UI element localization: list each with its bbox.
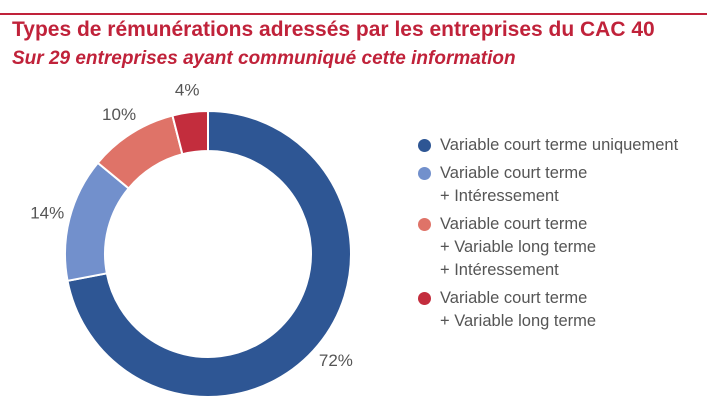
legend-label: Variable court terme [440, 164, 588, 182]
legend-label: Variable court terme uniquement [440, 136, 679, 154]
legend-label: + Intéressement [440, 261, 559, 279]
chart-title: Types de rémunérations adressés par les … [12, 18, 655, 41]
legend-swatch [418, 139, 431, 152]
legend-label: + Variable long terme [440, 238, 597, 256]
chart-subtitle: Sur 29 entreprises ayant communiqué cett… [12, 48, 516, 69]
legend-label: + Variable long terme [440, 312, 597, 330]
legend-swatch [418, 218, 431, 231]
legend-label: Variable court terme [440, 289, 588, 307]
legend-swatch [418, 167, 431, 180]
legend-item-variable-court-terme-uniquement: Variable court terme uniquement [418, 134, 698, 157]
legend-item-court-terme-interessement: Variable court terme + Intéressement [418, 162, 698, 208]
chart-legend: Variable court terme uniquement Variable… [418, 134, 698, 338]
data-label-court-long-terme-interessement: 10% [102, 105, 136, 124]
legend-label: + Intéressement [440, 187, 559, 205]
legend-swatch [418, 292, 431, 305]
legend-item-court-long-terme: Variable court terme + Variable long ter… [418, 287, 698, 333]
header-rule [0, 13, 707, 15]
legend-item-court-long-terme-interessement: Variable court terme + Variable long ter… [418, 213, 698, 282]
data-label-court-long-terme: 4% [175, 80, 200, 99]
data-label-court-terme-uniquement: 72% [319, 351, 353, 370]
donut-slice-court-terme-uniquement [66, 109, 352, 398]
data-label-court-terme-interessement: 14% [30, 204, 64, 223]
donut-slice-court-long-terme [171, 109, 209, 156]
legend-label: Variable court terme [440, 215, 588, 233]
